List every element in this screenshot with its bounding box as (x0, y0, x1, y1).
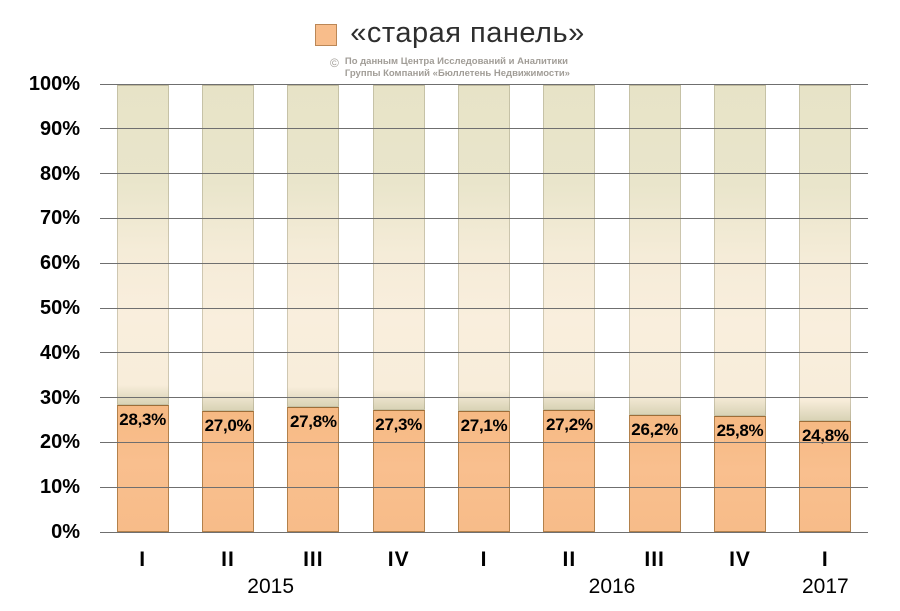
bar-value-label: 27,0% (204, 416, 252, 436)
gridline (100, 173, 868, 175)
y-axis-tick-label: 60% (39, 252, 80, 275)
y-axis-tick-label: 100% (28, 73, 80, 95)
gridline (100, 486, 868, 488)
y-axis-tick-label: 80% (39, 162, 80, 185)
y-axis-tick-label: 70% (39, 207, 80, 230)
x-axis-quarter-label: I (821, 548, 829, 571)
gridline (100, 262, 868, 264)
gridline (100, 83, 868, 85)
background-bar (628, 85, 681, 415)
x-axis-quarter-label: II (562, 548, 577, 571)
value-bar: 28,3% (116, 405, 169, 532)
y-axis-tick-label: 90% (39, 117, 80, 140)
gridline (100, 397, 868, 399)
x-axis-quarter-label: IV (387, 548, 410, 571)
bar-value-label: 27,2% (545, 415, 593, 435)
background-bar (287, 85, 340, 408)
bar-value-label: 26,2% (631, 419, 678, 439)
x-axis-year-label: 2017 (801, 575, 849, 598)
background-bar (543, 85, 596, 411)
value-bar: 27,1% (458, 410, 510, 532)
background-bar (202, 85, 254, 412)
x-axis-year-label: 2015 (247, 575, 295, 598)
bar-value-label: 27,3% (375, 414, 422, 434)
bar-value-label: 25,8% (716, 421, 764, 441)
x-axis-quarter-label: IV (729, 548, 751, 571)
value-bar: 27,0% (202, 411, 254, 532)
gridline (100, 531, 868, 533)
x-axis-quarter-label: I (480, 548, 488, 571)
value-bar: 27,8% (287, 407, 340, 532)
y-axis-tick-label: 40% (39, 341, 80, 364)
value-bar: 24,8% (799, 420, 852, 532)
x-axis-quarter-label: II (221, 548, 235, 571)
gridline (100, 217, 868, 219)
y-axis-tick-label: 20% (39, 431, 80, 454)
bar-value-label: 24,8% (801, 425, 849, 445)
watermark-line-2: Группы Компаний «Бюллетень Недвижимости» (344, 67, 570, 79)
x-axis-quarter-label: I (139, 548, 147, 571)
legend-swatch-icon (315, 23, 338, 46)
value-bar: 27,2% (543, 410, 596, 532)
background-bar (116, 85, 169, 406)
x-axis-year-label: 2016 (588, 575, 636, 598)
x-axis-quarter-label: III (303, 548, 324, 571)
plot-area: 28,3% 27,0% 27,8% 27,3% 27,1% 27,2% 26,2% 25,8%… (100, 83, 868, 533)
copyright-icon: © (330, 56, 339, 70)
background-bar (799, 85, 852, 421)
value-bar: 27,3% (372, 409, 425, 532)
gridline (100, 128, 868, 130)
background-bar (714, 85, 766, 417)
y-axis-tick-label: 10% (39, 476, 80, 499)
gridline (100, 352, 868, 354)
y-axis-tick-label: 50% (39, 297, 80, 319)
gridline (100, 441, 868, 443)
value-bar: 26,2% (628, 414, 681, 532)
y-axis-tick-label: 0% (51, 521, 80, 543)
watermark: © По данным Центра Исследований и Аналит… (0, 56, 900, 79)
watermark-line-1: По данным Центра Исследований и Аналитик… (344, 56, 568, 67)
watermark-text: По данным Центра Исследований и Аналитик… (345, 56, 570, 79)
bar-value-label: 28,3% (119, 410, 166, 430)
value-bar: 25,8% (714, 416, 766, 532)
gridline (100, 307, 868, 309)
background-bar (372, 85, 425, 410)
background-bar (458, 85, 510, 411)
chart-legend: «старая панель» (0, 14, 900, 52)
bar-value-label: 27,1% (460, 415, 508, 435)
bar-value-label: 27,8% (289, 412, 337, 432)
x-axis-quarter-label: III (644, 548, 665, 571)
y-axis-tick-label: 30% (39, 386, 80, 409)
legend-label: «старая панель» (350, 16, 585, 49)
